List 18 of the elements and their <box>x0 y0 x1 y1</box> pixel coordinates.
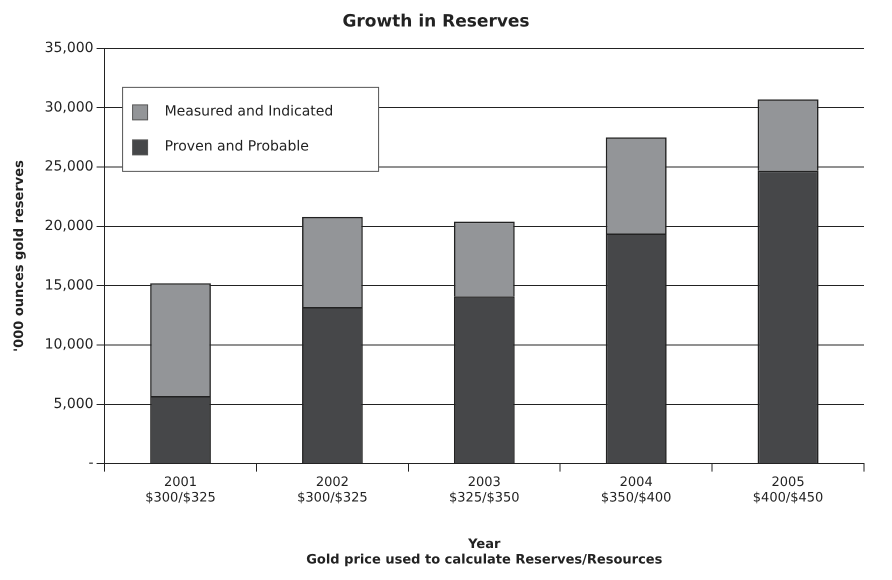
x-tick-label: 2003 $325/$350 <box>449 474 520 506</box>
legend-label: Measured and Indicated <box>164 104 334 120</box>
y-tick-label: 5,000 <box>53 396 94 412</box>
y-tick-label: 35,000 <box>44 40 94 56</box>
y-tick-label: 30,000 <box>44 99 94 116</box>
x-tick-label: 2002 $300/$325 <box>297 474 368 506</box>
y-axis-title: '000 ounces gold reserves <box>12 160 28 352</box>
x-tick-label: 2005 $400/$450 <box>752 474 824 506</box>
legend-label: Proven and Probable <box>164 138 309 155</box>
x-tick-label: 2001 $300/$325 <box>145 474 216 506</box>
chart-title: Growth in Reserves <box>342 12 530 32</box>
y-tick-label: 20,000 <box>44 218 94 234</box>
y-tick-label: 25,000 <box>44 158 94 175</box>
y-tick-label: - <box>88 455 94 472</box>
y-tick-label: 15,000 <box>44 277 94 294</box>
x-tick-label: 2004 $350/$400 <box>600 474 672 506</box>
x-axis-title: Year Gold price used to calculate Reserves/Resources <box>306 536 663 568</box>
y-tick-label: 10,000 <box>44 336 94 353</box>
